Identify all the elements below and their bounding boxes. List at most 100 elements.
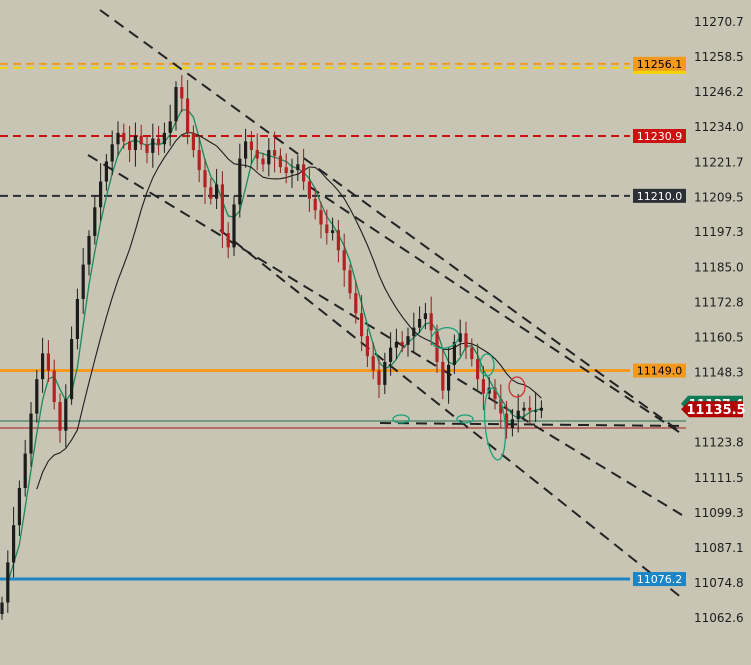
candle <box>52 359 56 410</box>
candle-body <box>244 141 248 159</box>
candle <box>186 80 190 145</box>
candle <box>290 158 294 188</box>
candle <box>528 395 532 425</box>
level-badge: 11149.0 <box>633 363 686 378</box>
candle-body <box>238 158 242 205</box>
candle <box>104 154 108 191</box>
candle-body <box>383 361 387 385</box>
candle <box>377 359 381 399</box>
candle-body <box>104 161 108 182</box>
current-price-tag: 11135.5 <box>681 401 746 418</box>
level-badge: 11076.2 <box>633 572 686 587</box>
candle <box>267 137 271 177</box>
candle-body <box>17 487 21 526</box>
candle-body <box>447 364 451 391</box>
candle <box>441 349 445 400</box>
annotation-ellipse <box>479 353 495 377</box>
y-tick-label: 11062.6 <box>694 611 744 625</box>
candle-body <box>313 198 317 211</box>
level-badge-box <box>633 572 686 587</box>
candle-body <box>162 132 166 145</box>
candle <box>284 153 288 184</box>
candle-body <box>249 141 253 151</box>
y-tick-label: 11221.7 <box>694 155 744 169</box>
candle-body <box>87 235 91 265</box>
candle <box>476 343 480 392</box>
candle-body <box>186 98 190 133</box>
candle-body <box>418 318 422 328</box>
candle <box>313 187 317 220</box>
candle <box>481 365 485 411</box>
candle <box>145 135 149 164</box>
candle-body <box>481 379 485 394</box>
candle <box>278 148 282 173</box>
candle <box>157 125 161 156</box>
candle <box>23 439 27 497</box>
candle-body <box>406 336 410 345</box>
candle-body <box>122 132 126 142</box>
candle <box>365 328 369 368</box>
current-price-box <box>681 401 743 418</box>
annotation-ellipse <box>456 414 474 424</box>
candle-body <box>325 224 329 234</box>
candle <box>46 340 50 383</box>
candle-body <box>539 407 543 411</box>
candle <box>452 334 456 374</box>
y-tick-label: 11123.8 <box>694 436 744 450</box>
candle-body <box>226 233 230 248</box>
candle <box>244 128 248 168</box>
candle-body <box>191 132 195 151</box>
candle-body <box>110 144 114 162</box>
candle-body <box>412 327 416 337</box>
annotation-ellipses <box>392 327 526 461</box>
candle <box>394 328 398 360</box>
candle-body <box>70 339 74 400</box>
candle <box>17 480 21 537</box>
trendline <box>87 154 683 516</box>
candle-body <box>41 353 45 380</box>
candle-body <box>290 170 294 173</box>
candle <box>510 408 514 437</box>
level-badge-underline <box>633 70 686 74</box>
candle-body <box>302 164 306 182</box>
candle-body <box>220 184 224 234</box>
candle <box>296 155 300 181</box>
candle <box>458 319 462 356</box>
candle-body <box>139 135 143 145</box>
neckline <box>379 422 687 427</box>
candle-body <box>476 359 480 380</box>
candle-body <box>174 87 178 122</box>
annotation-ellipse <box>430 327 460 349</box>
level-badge-box <box>633 188 686 203</box>
candle-body <box>389 347 393 362</box>
candle-body <box>435 330 439 362</box>
candle <box>336 219 340 263</box>
candle-body <box>12 525 16 563</box>
candle <box>249 131 253 164</box>
candle-body <box>464 333 468 348</box>
candle <box>534 392 538 423</box>
candle-body <box>203 170 207 188</box>
candle <box>447 346 451 404</box>
y-tick-label: 11209.5 <box>694 190 744 204</box>
candle <box>70 326 74 405</box>
candle <box>371 342 375 380</box>
candle-body <box>29 413 33 454</box>
candle-body <box>6 562 10 603</box>
candle-body <box>348 270 352 294</box>
candle-body <box>261 158 265 165</box>
candle-body <box>273 150 277 156</box>
candle-body <box>296 164 300 171</box>
candle <box>128 125 132 163</box>
candle-body <box>81 264 85 299</box>
candle <box>470 338 474 367</box>
candle <box>342 233 346 287</box>
candle <box>58 393 62 443</box>
candle-body <box>505 413 509 428</box>
y-tick-label: 11258.5 <box>694 50 744 64</box>
trendline <box>99 9 683 434</box>
candle <box>406 327 410 357</box>
y-tick-label: 11185.0 <box>694 260 744 274</box>
candle <box>412 312 416 353</box>
candle <box>464 321 468 360</box>
